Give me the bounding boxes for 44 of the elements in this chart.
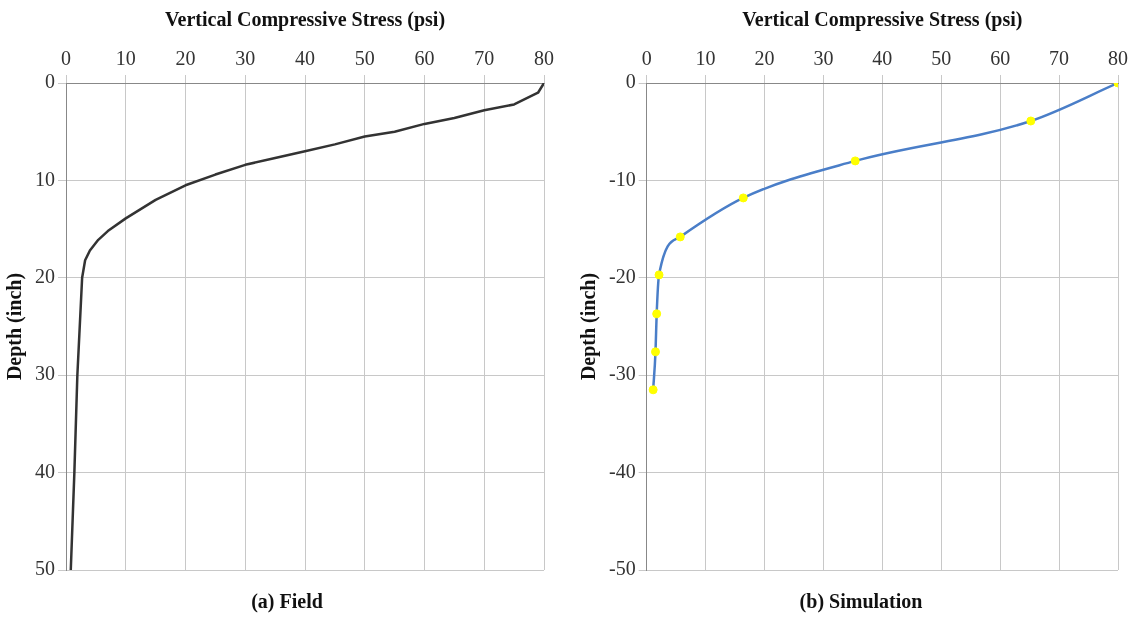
x-tick-label: 60 xyxy=(414,47,435,70)
x-axis-title: Vertical Compressive Stress (psi) xyxy=(742,8,1023,32)
y-tick-label: 0 xyxy=(45,70,55,93)
x-tick-label: 10 xyxy=(695,47,716,70)
x-tick-label: 40 xyxy=(295,47,315,70)
y-tick-label: -10 xyxy=(608,167,636,190)
y-tick-label: 20 xyxy=(35,265,55,288)
x-tick-label: 80 xyxy=(1108,47,1128,70)
x-tick-label: 20 xyxy=(175,47,196,70)
y-tick-label: -20 xyxy=(608,265,636,288)
y-tick-label: -30 xyxy=(608,362,636,385)
x-tick-label: 0 xyxy=(641,47,652,70)
x-tick-label: 30 xyxy=(235,47,256,70)
x-tick-label: 60 xyxy=(990,47,1011,70)
y-axis-title: Depth (inch) xyxy=(3,272,27,381)
x-axis-title: Vertical Compressive Stress (psi) xyxy=(164,8,446,32)
point xyxy=(675,232,685,242)
x-tick-label: 20 xyxy=(754,47,775,70)
point xyxy=(850,156,860,166)
point xyxy=(738,193,748,203)
point xyxy=(654,270,664,280)
x-tick-label: 30 xyxy=(813,47,834,70)
x-tick-label: 50 xyxy=(354,47,375,70)
point xyxy=(652,309,662,319)
y-tick-label: 40 xyxy=(35,459,55,482)
point xyxy=(1026,116,1036,126)
point xyxy=(651,347,660,357)
x-tick-label: 40 xyxy=(872,47,893,70)
y-axis-title: Depth (inch) xyxy=(577,272,601,381)
text: (b) Simulation xyxy=(798,590,924,613)
point xyxy=(648,385,658,395)
y-tick-label: -40 xyxy=(608,459,636,482)
text: (a) Field xyxy=(250,590,324,613)
x-tick-label: 50 xyxy=(931,47,952,70)
y-tick-label: -50 xyxy=(608,557,636,580)
y-tick-label: 30 xyxy=(35,362,55,385)
x-tick-label: 70 xyxy=(1049,47,1070,70)
x-tick-label: 0 xyxy=(61,47,71,70)
y-tick-label: 10 xyxy=(35,167,55,190)
y-tick-label: 0 xyxy=(625,70,636,93)
x-tick-label: 80 xyxy=(534,47,554,70)
y-tick-label: 50 xyxy=(35,557,55,580)
x-tick-label: 70 xyxy=(474,47,495,70)
x-tick-label: 10 xyxy=(115,47,136,70)
